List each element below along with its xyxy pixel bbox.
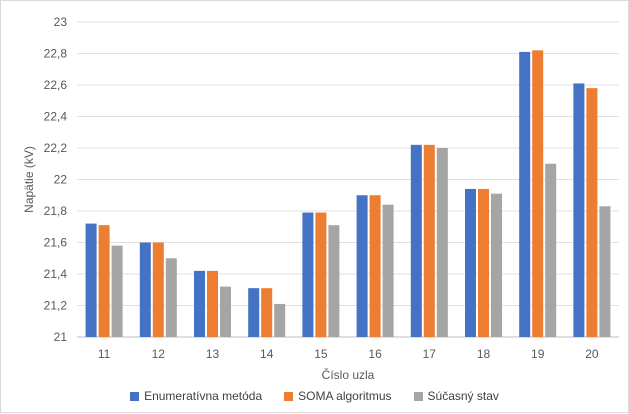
legend-item-soma: SOMA algoritmus bbox=[284, 389, 392, 403]
bar-17-series-2 bbox=[436, 148, 448, 337]
x-tick-label: 19 bbox=[531, 347, 545, 361]
bar-15-series-0 bbox=[302, 212, 314, 337]
y-axis-title: Napätie (kV) bbox=[22, 146, 36, 213]
legend-swatch-enumerativna bbox=[130, 391, 140, 401]
bar-14-series-2 bbox=[274, 303, 286, 337]
y-tick-label: 22,2 bbox=[44, 141, 68, 155]
legend-label-sucasny: Súčasný stav bbox=[427, 389, 499, 403]
bar-13-series-1 bbox=[207, 270, 218, 337]
y-tick-label: 22,8 bbox=[44, 47, 68, 61]
x-tick-label: 11 bbox=[98, 347, 111, 361]
x-tick-label: 18 bbox=[477, 347, 491, 361]
x-tick-labels: 11 12 13 14 15 16 17 18 19 20 bbox=[98, 347, 599, 361]
bar-14-series-1 bbox=[261, 288, 273, 337]
y-tick-label: 22 bbox=[54, 173, 68, 187]
bar-18-series-1 bbox=[478, 188, 489, 337]
bars bbox=[85, 50, 611, 338]
x-tick-label: 17 bbox=[423, 347, 437, 361]
bar-13-series-2 bbox=[220, 286, 231, 337]
bar-19-series-2 bbox=[545, 163, 557, 337]
bar-11-series-1 bbox=[98, 225, 110, 337]
bar-14-series-0 bbox=[248, 288, 260, 337]
bar-11-series-2 bbox=[111, 245, 123, 337]
legend-item-enumerativna: Enumeratívna metóda bbox=[130, 389, 262, 403]
y-tick-label: 21,4 bbox=[44, 267, 68, 281]
bar-12-series-1 bbox=[152, 242, 164, 337]
y-tick-label: 21 bbox=[54, 330, 68, 344]
bar-11-series-0 bbox=[85, 223, 97, 337]
legend: Enumeratívna metóda SOMA algoritmus Súča… bbox=[1, 389, 628, 403]
legend-swatch-sucasny bbox=[413, 391, 423, 401]
bar-18-series-0 bbox=[465, 188, 476, 337]
legend-label-soma: SOMA algoritmus bbox=[298, 389, 392, 403]
y-tick-label: 23 bbox=[54, 15, 68, 29]
x-tick-label: 16 bbox=[368, 347, 382, 361]
bar-17-series-1 bbox=[423, 144, 435, 337]
y-tick-label: 22,6 bbox=[44, 78, 68, 92]
y-tick-label: 22,4 bbox=[44, 110, 68, 124]
bar-19-series-0 bbox=[519, 51, 531, 338]
bar-12-series-2 bbox=[165, 258, 177, 337]
legend-swatch-soma bbox=[284, 391, 294, 401]
bar-20-series-0 bbox=[573, 83, 585, 337]
x-tick-label: 20 bbox=[585, 347, 599, 361]
y-tick-label: 21,2 bbox=[44, 299, 68, 313]
bar-15-series-2 bbox=[328, 225, 340, 337]
x-axis-title: Číslo uzla bbox=[322, 367, 375, 382]
bar-16-series-0 bbox=[356, 195, 368, 337]
bar-20-series-2 bbox=[599, 206, 611, 337]
y-tick-label: 21,6 bbox=[44, 236, 68, 250]
bar-19-series-1 bbox=[532, 50, 544, 337]
x-tick-label: 13 bbox=[206, 347, 220, 361]
x-tick-label: 15 bbox=[314, 347, 328, 361]
bar-12-series-0 bbox=[139, 242, 151, 337]
x-tick-label: 12 bbox=[152, 347, 166, 361]
y-tick-label: 21,8 bbox=[44, 204, 68, 218]
bar-16-series-1 bbox=[369, 195, 381, 337]
x-tick-label: 14 bbox=[260, 347, 274, 361]
bar-15-series-1 bbox=[315, 212, 327, 337]
legend-label-enumerativna: Enumeratívna metóda bbox=[144, 389, 263, 403]
bar-20-series-1 bbox=[586, 88, 598, 338]
bar-17-series-0 bbox=[410, 144, 422, 337]
bar-18-series-2 bbox=[491, 193, 502, 337]
y-tick-labels: 21 21,2 21,4 21,6 21,8 22 22,2 22,4 22,6 22,8 23 bbox=[44, 15, 68, 344]
legend-item-sucasny: Súčasný stav bbox=[413, 389, 499, 403]
bar-13-series-0 bbox=[194, 270, 205, 337]
bar-16-series-2 bbox=[382, 204, 394, 337]
